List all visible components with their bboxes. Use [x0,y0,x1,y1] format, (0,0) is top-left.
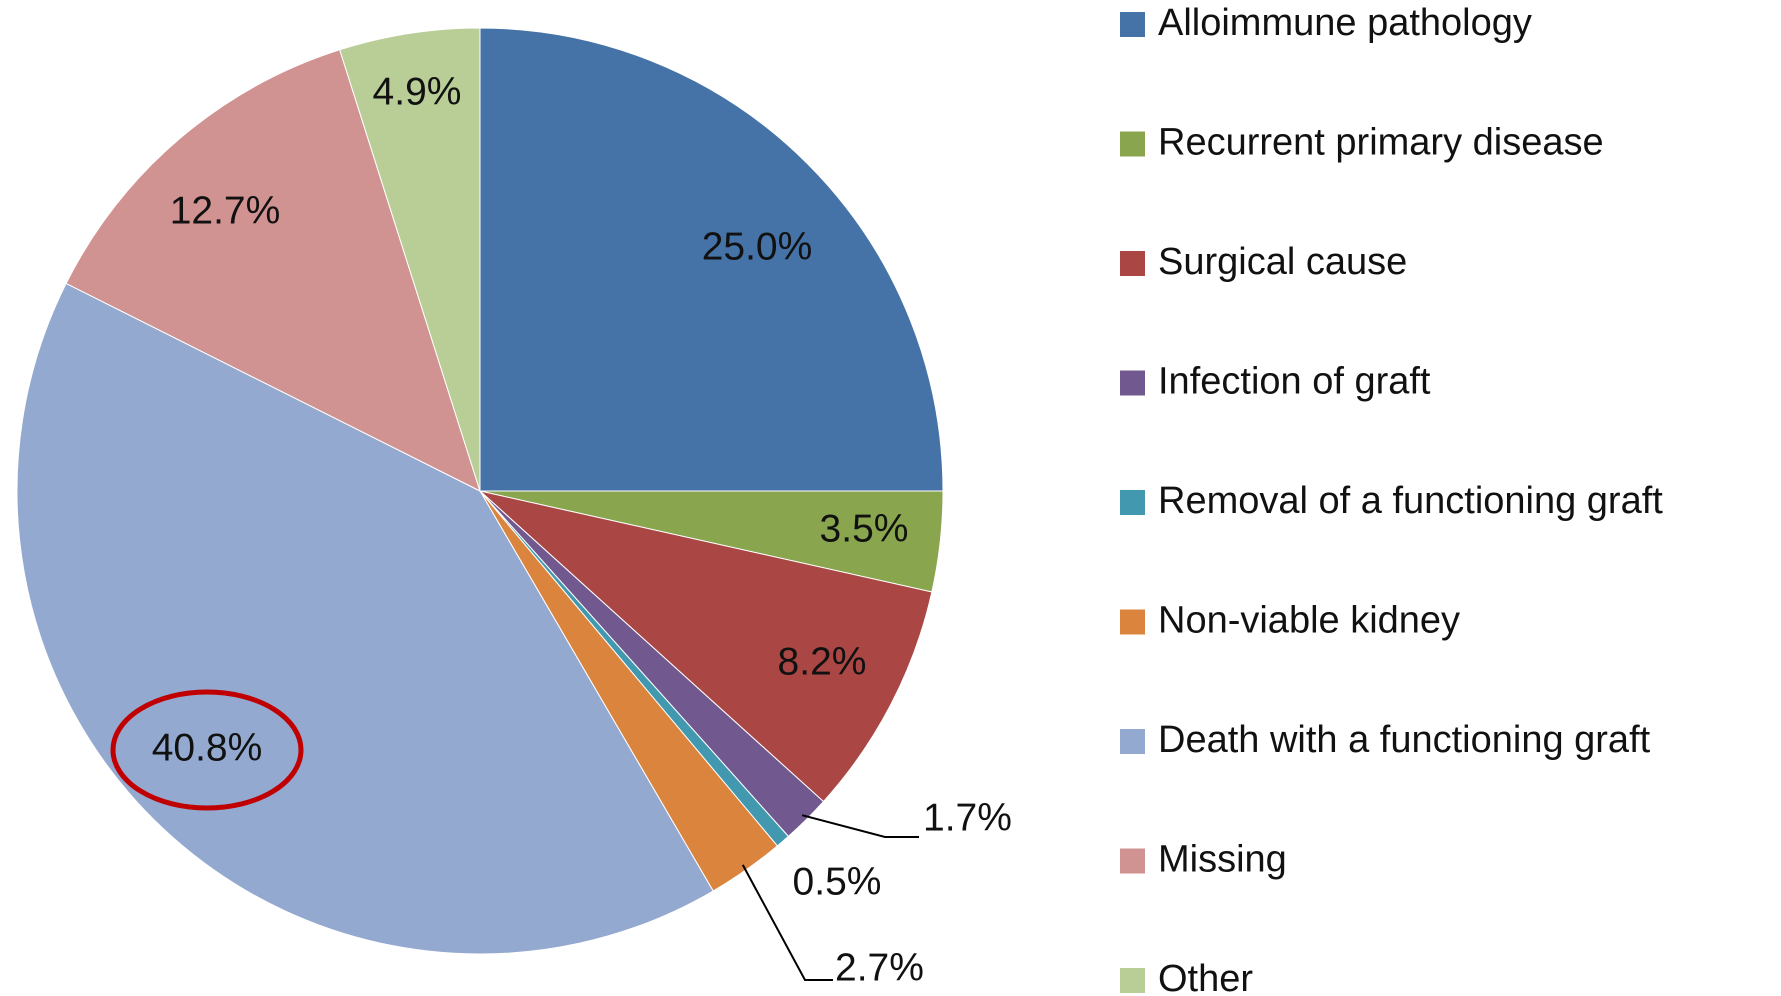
legend-swatch [1120,609,1145,635]
data-label: 1.7% [923,796,1012,839]
legend-swatch [1120,848,1145,874]
legend: Alloimmune pathology Recurrent primary di… [1120,2,1663,996]
legend-label: Non-viable kidney [1158,600,1460,642]
legend-label: Recurrent primary disease [1158,122,1604,164]
data-label: 40.8% [152,726,263,769]
slice [65,49,481,492]
legend-label: Removal of a functioning graft [1158,480,1663,522]
data-label: 8.2% [778,640,867,683]
legend-swatch [1120,729,1145,754]
leader-line [741,864,833,981]
data-label: 12.7% [170,189,281,232]
legend-swatch [1120,490,1145,515]
data-labels: 25.0% 3.5% 8.2% 1.7% 0.5% 2.7% 40.8% 12.7% 4.9% [152,70,1012,989]
pie [16,27,944,955]
legend-label: Infection of graft [1158,361,1431,403]
slice [478,490,933,803]
slice [339,27,481,492]
slice [479,27,944,492]
leader-line [801,814,919,838]
legend-label: Surgical cause [1158,241,1407,283]
legend-swatch [1120,370,1145,396]
data-label: 25.0% [702,225,813,268]
legend-label: Alloimmune pathology [1158,2,1532,44]
legend-swatch [1120,12,1145,37]
legend-label: Death with a functioning graft [1158,719,1651,761]
legend-label: Other [1158,958,1253,996]
legend-swatch [1120,131,1145,157]
legend-swatch [1120,968,1145,993]
data-label: 4.9% [373,70,462,113]
data-label: 3.5% [820,507,909,550]
slice [16,282,714,955]
legend-label: Missing [1158,839,1287,881]
highlight-ellipse [110,689,304,811]
legend-swatch [1120,251,1145,276]
data-label: 0.5% [793,860,882,903]
data-label: 2.7% [835,946,924,989]
